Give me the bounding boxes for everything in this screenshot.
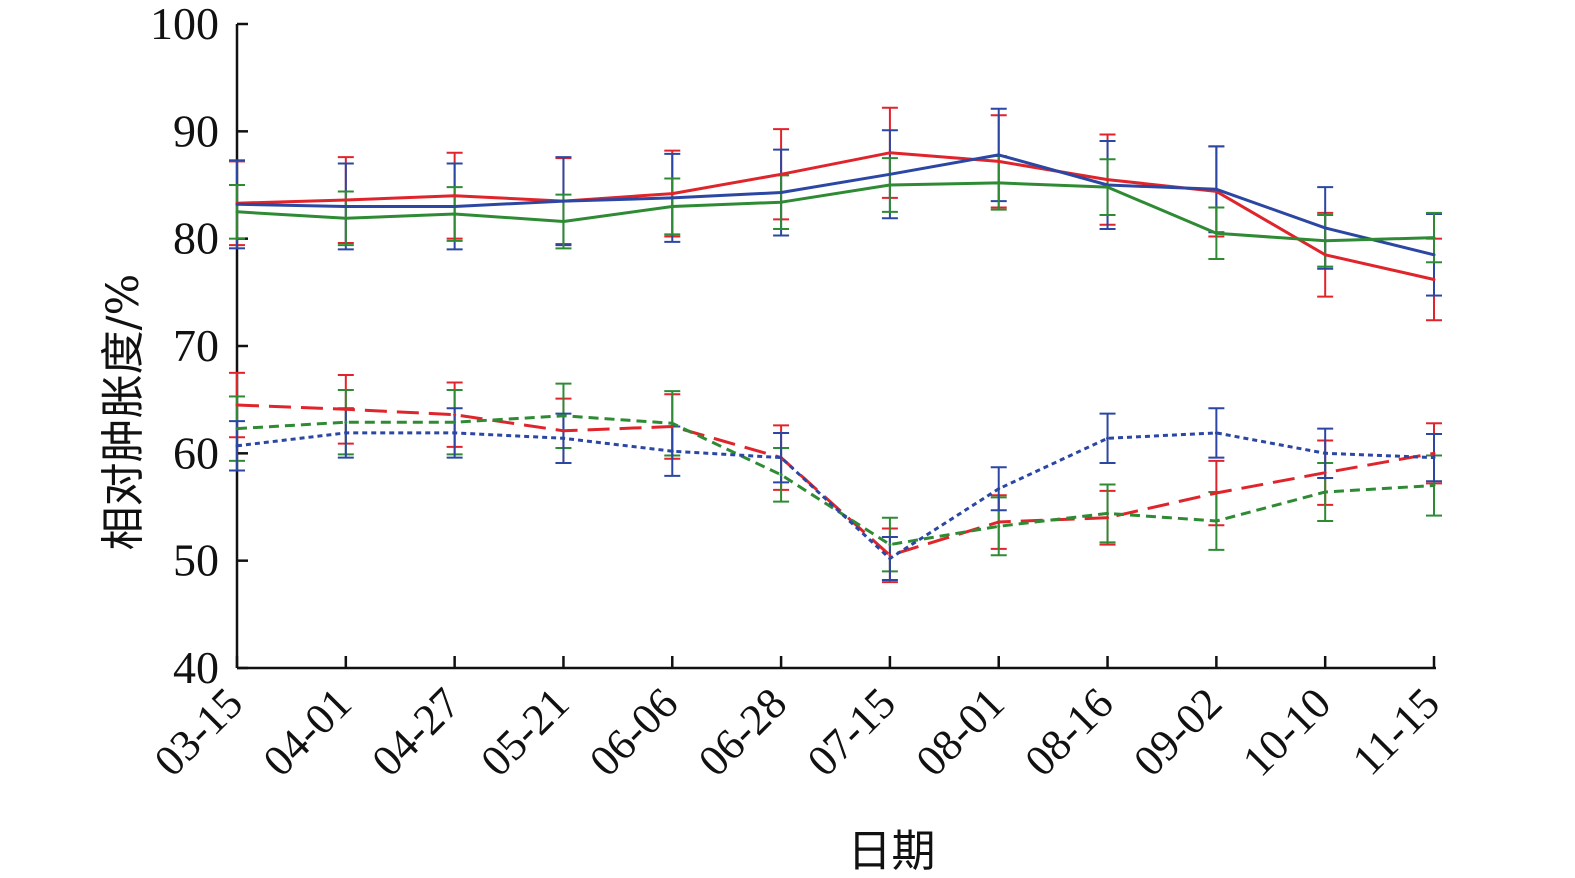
blue-dotted-point: [1214, 431, 1218, 435]
green-dashed-point: [1106, 511, 1110, 515]
error-bars: [229, 106, 1442, 584]
blue-dotted-point: [344, 431, 348, 435]
x-tick-label: 04-01: [254, 678, 361, 785]
red-solid-point: [344, 198, 348, 202]
red-solid-point: [1106, 178, 1110, 182]
green-dashed-point: [1323, 490, 1327, 494]
red-solid-point: [888, 151, 892, 155]
green-dashed-point: [344, 420, 348, 424]
blue-dotted-line: [236, 431, 1435, 560]
blue-solid-point: [235, 202, 239, 206]
red-solid-point: [779, 172, 783, 176]
y-tick-label: 80: [173, 213, 219, 264]
blue-dotted-point: [1106, 436, 1110, 440]
red-longdash-point: [453, 413, 457, 417]
blue-solid-point: [1214, 187, 1218, 191]
green-solid-point: [1432, 236, 1436, 240]
green-solid-point: [453, 212, 457, 216]
y-tick-label: 90: [173, 105, 219, 156]
red-solid-point: [453, 194, 457, 198]
green-dashed-point: [888, 543, 892, 547]
series-lines: [235, 151, 1436, 561]
y-tick-label: 60: [173, 427, 219, 478]
blue-dotted-point: [1323, 451, 1327, 455]
green-solid-point: [235, 210, 239, 214]
green-solid-line: [236, 181, 1435, 243]
x-tick-label: 08-01: [907, 678, 1014, 785]
blue-solid-point: [1323, 226, 1327, 230]
green-dashed-point: [670, 421, 674, 425]
green-solid-point: [1323, 239, 1327, 243]
x-tick-label: 11-15: [1343, 678, 1449, 784]
x-tick-label: 06-28: [689, 678, 796, 785]
blue-dotted-point: [997, 487, 1001, 491]
x-axis-title: 日期: [848, 826, 936, 877]
green-solid-point: [1214, 231, 1218, 235]
red-longdash-line: [236, 403, 1435, 557]
blue-dotted-point: [670, 449, 674, 453]
blue-dotted-point: [1432, 456, 1436, 460]
red-longdash-point: [888, 553, 892, 557]
red-longdash-point: [344, 407, 348, 411]
green-solid-point: [1106, 185, 1110, 189]
red-solid-point: [670, 192, 674, 196]
y-tick-label: 50: [173, 535, 219, 586]
blue-solid-point: [997, 153, 1001, 157]
green-solid-point: [888, 183, 892, 187]
blue-dotted-point: [235, 444, 239, 448]
blue-dotted-point: [888, 557, 892, 561]
x-tick-label: 04-27: [362, 678, 469, 785]
y-tick-label: 70: [173, 320, 219, 371]
x-tick-label: 08-16: [1015, 678, 1122, 785]
green-solid-point: [344, 216, 348, 220]
red-solid-point: [1323, 253, 1327, 257]
green-dashed-point: [1214, 519, 1218, 523]
red-longdash-point: [1214, 491, 1218, 495]
green-dashed-line: [236, 414, 1435, 547]
red-longdash-point: [1323, 471, 1327, 475]
y-tick-label: 100: [150, 0, 219, 49]
blue-solid-point: [344, 204, 348, 208]
green-solid-point: [670, 204, 674, 208]
blue-dotted-point: [453, 431, 457, 435]
red-longdash-point: [670, 425, 674, 428]
red-longdash-point: [1106, 516, 1110, 520]
blue-dotted-point: [561, 436, 565, 440]
x-tick-label: 06-06: [580, 678, 687, 785]
green-dashed-point: [1432, 484, 1436, 488]
x-tick-label: 07-15: [798, 678, 905, 785]
x-tick-label: 09-02: [1124, 678, 1231, 785]
green-dashed-point: [453, 420, 457, 424]
green-solid-point: [997, 181, 1001, 185]
red-solid-point: [1432, 277, 1436, 281]
x-tick-label: 03-15: [145, 678, 252, 785]
blue-solid-point: [888, 172, 892, 176]
green-dashed-point: [561, 414, 565, 418]
blue-dotted-point: [779, 456, 783, 460]
red-longdash-point: [561, 429, 565, 433]
y-tick-label: 40: [173, 642, 219, 693]
blue-solid-point: [779, 191, 783, 195]
red-longdash-point: [1432, 451, 1436, 455]
green-solid-point: [779, 200, 783, 204]
green-dashed-point: [235, 427, 239, 431]
y-axis-title: 相对肿胀度/%: [98, 274, 149, 551]
green-solid-point: [561, 219, 565, 223]
red-solid-line: [236, 151, 1435, 281]
red-longdash-point: [235, 403, 239, 407]
blue-solid-point: [670, 196, 674, 200]
red-longdash-point: [997, 520, 1001, 524]
blue-solid-point: [453, 204, 457, 208]
blue-solid-line: [236, 153, 1435, 257]
red-solid-point: [997, 159, 1001, 163]
blue-solid-point: [1432, 253, 1436, 257]
axes: 40 50 60 70 80 90 100 03-15 04-01 04-27 05-21 06-06…: [145, 0, 1449, 786]
blue-solid-point: [561, 199, 565, 203]
x-tick-label: 05-21: [471, 678, 578, 785]
x-tick-label: 10-10: [1233, 678, 1340, 785]
green-dashed-point: [997, 524, 1001, 528]
green-dashed-point: [779, 473, 783, 477]
